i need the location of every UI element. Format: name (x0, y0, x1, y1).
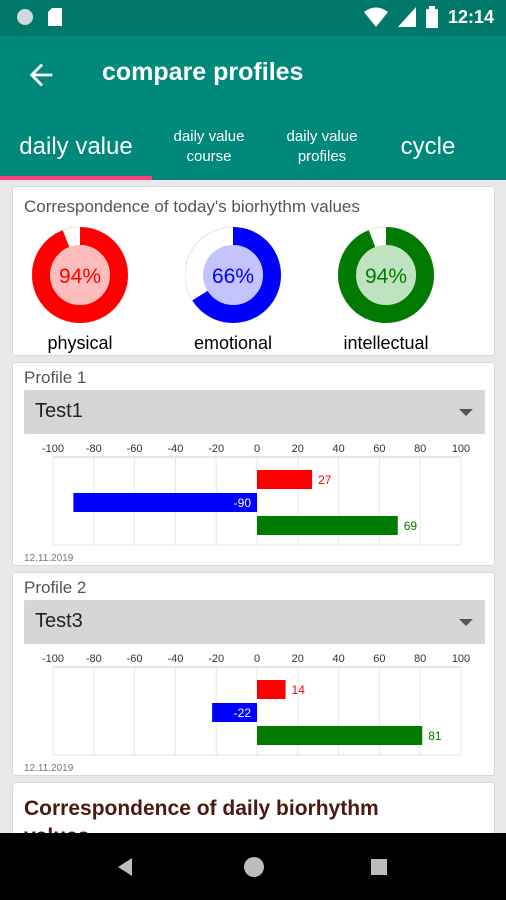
tab-label: daily value (173, 128, 245, 145)
tab-cycle[interactable]: cycle (378, 114, 478, 180)
profile2-select[interactable]: Test3 (24, 600, 485, 644)
tick-label: 100 (452, 443, 470, 455)
bar-value-label: 14 (292, 683, 306, 697)
tick-label: 80 (414, 443, 426, 455)
nav-home-icon[interactable] (244, 857, 264, 877)
ring-arc (338, 227, 434, 323)
intellectual-gauge: 94% (338, 227, 434, 323)
daily-correspondence-card: Correspondence of daily biorhythm values (12, 782, 495, 848)
tab-daily-value-profiles[interactable]: daily value profiles (266, 114, 378, 180)
tick-label: -40 (167, 443, 183, 455)
tab-indicator (0, 176, 152, 180)
ring-center (356, 245, 416, 305)
tick-label: 60 (373, 653, 385, 665)
dropdown-arrow-icon (459, 409, 473, 416)
tick-label: 0 (254, 443, 260, 455)
app-bar: compare profiles (0, 36, 506, 114)
profile2-label: Profile 2 (24, 578, 87, 597)
gauge-value: 66% (212, 265, 254, 288)
tick-label: 100 (452, 653, 470, 665)
tab-label: daily value (286, 128, 358, 145)
signal-icon (397, 7, 416, 27)
gauge-value: 94% (365, 265, 407, 288)
gauge-value: 94% (59, 265, 101, 288)
nav-back-icon[interactable] (118, 858, 132, 876)
physical-gauge: 94% (32, 227, 128, 323)
ring-center (50, 245, 110, 305)
tick-label: 20 (292, 653, 304, 665)
today-correspondence-card: Correspondence of today's biorhythm valu… (12, 186, 495, 356)
profile2-chart: -100 -80 -60 -40 -20 0 20 40 60 80 100 14 -22 81 (42, 653, 470, 756)
tick-label: 20 (292, 443, 304, 455)
profile1-label: Profile 1 (24, 368, 87, 387)
tab-label: profiles (297, 148, 347, 165)
tab-partial[interactable]: p (496, 114, 506, 180)
system-nav-bar (0, 833, 506, 900)
bar-value-label: -22 (234, 706, 252, 720)
tick-label: -100 (42, 653, 64, 665)
tick-label: -100 (42, 443, 64, 455)
physical-ring: 94% (32, 227, 128, 323)
physical-label: physical (47, 333, 113, 353)
intellectual-ring: 94% (338, 227, 434, 323)
bar-value-label: -90 (234, 496, 252, 510)
page-title: compare profiles (102, 58, 304, 86)
bar (257, 516, 398, 535)
tick-label: -20 (208, 653, 224, 665)
profile2-card: Profile 2 Test3 -100 -80 -60 -40 -20 0 20 40 60 8… (12, 572, 495, 776)
profile1-chart: -100 -80 -60 -40 -20 0 20 40 60 80 100 27 -90 69 (42, 443, 470, 546)
arrow-back-icon[interactable] (24, 58, 58, 92)
tick-label: -40 (167, 653, 183, 665)
tick-label: 40 (332, 443, 344, 455)
ring-arc (185, 227, 281, 323)
tick-label: 60 (373, 443, 385, 455)
tick-label: -20 (208, 443, 224, 455)
profile1-selected-value: Test1 (35, 400, 83, 422)
ring-center (203, 245, 263, 305)
sd-card-icon (48, 8, 62, 26)
status-bar: 12:14 (0, 0, 506, 36)
profile1-date: 12.11.2019 (24, 553, 74, 564)
bar (212, 703, 257, 722)
circle-icon (17, 9, 33, 25)
tick-label: -60 (127, 443, 143, 455)
emotional-ring: 66% (185, 227, 281, 323)
wifi-icon (363, 7, 388, 27)
tab-bar: daily value daily value course daily val… (0, 114, 506, 180)
tick-label: 80 (414, 653, 426, 665)
bar-value-label: 27 (318, 473, 332, 487)
profile2-date: 12.11.2019 (24, 763, 74, 774)
status-time: 12:14 (447, 6, 494, 27)
battery-icon (425, 6, 438, 28)
profile2-selected-value: Test3 (35, 610, 83, 632)
tick-label: -80 (86, 653, 102, 665)
card-heading: Correspondence of today's biorhythm valu… (24, 197, 360, 216)
ring-arc (32, 227, 128, 323)
tick-label: 40 (332, 653, 344, 665)
tab-label: course (186, 148, 232, 165)
emotional-gauge: 66% (185, 227, 281, 323)
tick-label: -60 (127, 653, 143, 665)
tab-label: daily value (19, 133, 133, 160)
tab-daily-value[interactable]: daily value (0, 114, 152, 180)
intellectual-label: intellectual (343, 333, 429, 353)
tab-daily-value-course[interactable]: daily value course (152, 114, 266, 180)
emotional-label: emotional (193, 333, 273, 353)
nav-recents-icon[interactable] (371, 859, 387, 875)
profile1-select[interactable]: Test1 (24, 390, 485, 434)
dropdown-arrow-icon (459, 619, 473, 626)
heading-line1: Correspondence of daily biorhythm (24, 797, 379, 820)
bar (73, 493, 258, 512)
tab-label: cycle (400, 133, 456, 160)
bar (257, 726, 423, 745)
bar-value-label: 69 (404, 519, 418, 533)
tick-label: 0 (254, 653, 260, 665)
bar (257, 470, 313, 489)
bar-value-label: 81 (428, 729, 442, 743)
bar (257, 680, 286, 699)
tick-label: -80 (86, 443, 102, 455)
profile1-card: Profile 1 Test1 -100 -80 -60 -40 -20 0 20 40 60 8… (12, 362, 495, 566)
